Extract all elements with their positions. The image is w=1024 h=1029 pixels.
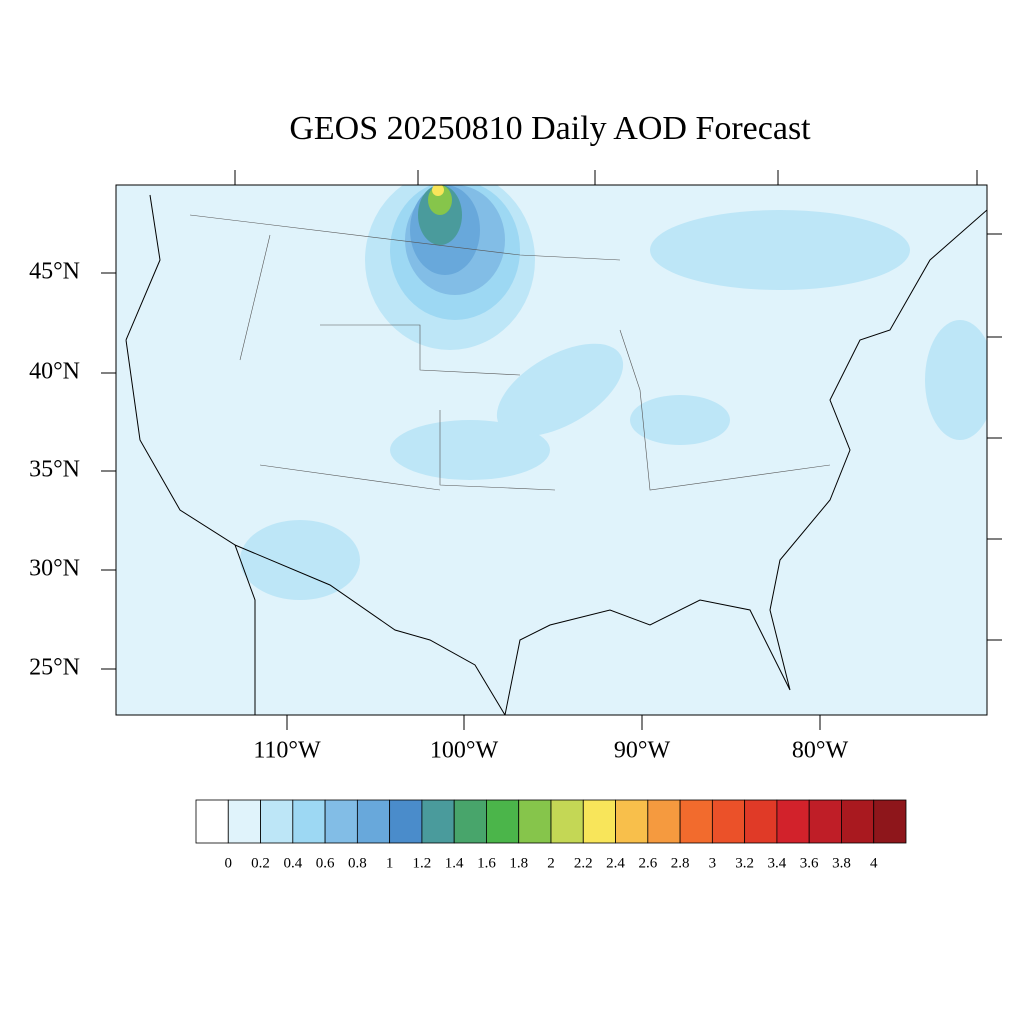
lat-label: 25°N [29, 655, 80, 681]
lon-label: 110°W [253, 738, 321, 764]
colorbar-label: 1.8 [509, 855, 528, 871]
colorbar-label: 0.8 [348, 855, 367, 871]
lon-label: 80°W [792, 738, 849, 764]
colorbar-label: 1.2 [413, 855, 432, 871]
colorbar-label: 3.6 [800, 855, 819, 871]
colorbar-label: 0.6 [316, 855, 335, 871]
colorbar-label: 4 [870, 855, 878, 871]
colorbar-label: 2.8 [671, 855, 690, 871]
lat-label: 45°N [29, 259, 80, 285]
colorbar-box [324, 799, 358, 844]
title: GEOS 20250810 Daily AOD Forecast [289, 110, 811, 147]
colorbar-box [453, 799, 487, 844]
map-frame [115, 184, 988, 716]
colorbar-label: 2.6 [638, 855, 657, 871]
colorbar-label: 0.4 [283, 855, 302, 871]
colorbar-box [356, 799, 391, 844]
colorbar-box [744, 799, 778, 844]
map-ticks [101, 170, 1002, 730]
colorbar-label: 2.2 [574, 855, 593, 871]
map-field [116, 185, 987, 715]
colorbar-label: 0.2 [251, 855, 270, 871]
colorbar-label: 3.4 [768, 855, 787, 871]
lat-label: 35°N [29, 457, 80, 483]
colorbar-box [808, 799, 842, 844]
colorbar-label: 3.8 [832, 855, 851, 871]
lon-label: 100°W [430, 738, 499, 764]
colorbar-label: 0 [225, 855, 233, 871]
colorbar-box [615, 799, 649, 844]
colorbar-box [582, 799, 616, 844]
colorbar-box [841, 799, 875, 844]
lat-label: 40°N [29, 359, 80, 385]
colorbar-label: 1.6 [477, 855, 496, 871]
lon-label: 90°W [614, 738, 671, 764]
colorbar-box [195, 799, 229, 844]
colorbar-box [389, 799, 423, 844]
colorbar-box [518, 799, 552, 844]
colorbar-label: 3 [709, 855, 717, 871]
colorbar-box [873, 799, 907, 844]
colorbar-box [711, 799, 746, 844]
colorbar-label: 2 [547, 855, 555, 871]
colorbar-box [647, 799, 681, 844]
lat-label: 30°N [29, 556, 80, 582]
colorbar-box [550, 799, 584, 844]
colorbar-box [227, 799, 261, 844]
colorbar-box [486, 799, 520, 844]
colorbar-box [260, 799, 294, 844]
colorbar-label: 1 [386, 855, 394, 871]
colorbar-box [292, 799, 326, 844]
colorbar-label: 1.4 [445, 855, 464, 871]
colorbar-box [421, 799, 455, 844]
colorbar-label: 3.2 [735, 855, 754, 871]
colorbar-label: 2.4 [606, 855, 625, 871]
colorbar-box [776, 799, 810, 844]
colorbar-box [679, 799, 713, 844]
